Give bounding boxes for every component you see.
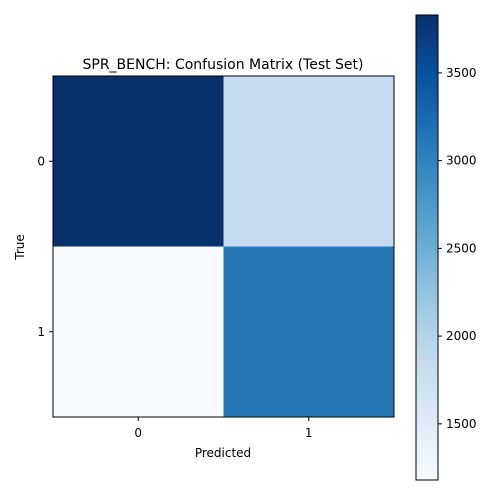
colorbar-tick-label-1: 2000 xyxy=(446,329,477,343)
colorbar-tick-label-4: 3500 xyxy=(446,66,477,80)
y-axis-label: True xyxy=(13,234,27,261)
x-axis-label: Predicted xyxy=(195,446,251,460)
heatmap-cells xyxy=(53,76,394,417)
colorbar-tick-label-0: 1500 xyxy=(446,417,477,431)
y-axis-ticks: 01 xyxy=(37,154,53,339)
x-tick-label-1: 1 xyxy=(305,426,313,440)
heatmap-cell-0-1 xyxy=(223,76,394,247)
x-tick-label-0: 0 xyxy=(134,426,142,440)
heatmap-cell-1-1 xyxy=(223,246,394,417)
chart-title: SPR_BENCH: Confusion Matrix (Test Set) xyxy=(83,57,364,73)
colorbar xyxy=(415,14,439,481)
y-tick-label-0: 0 xyxy=(37,154,45,168)
colorbar-tick-label-3: 3000 xyxy=(446,154,477,168)
colorbar-tick-label-2: 2500 xyxy=(446,241,477,255)
heatmap-cell-1-0 xyxy=(53,246,224,417)
y-tick-label-1: 1 xyxy=(37,325,45,339)
plot-frame xyxy=(52,75,395,418)
colorbar-ticks: 1500 2000 2500 3000 3500 xyxy=(438,66,477,431)
heatmap-cell-0-0 xyxy=(53,76,224,247)
